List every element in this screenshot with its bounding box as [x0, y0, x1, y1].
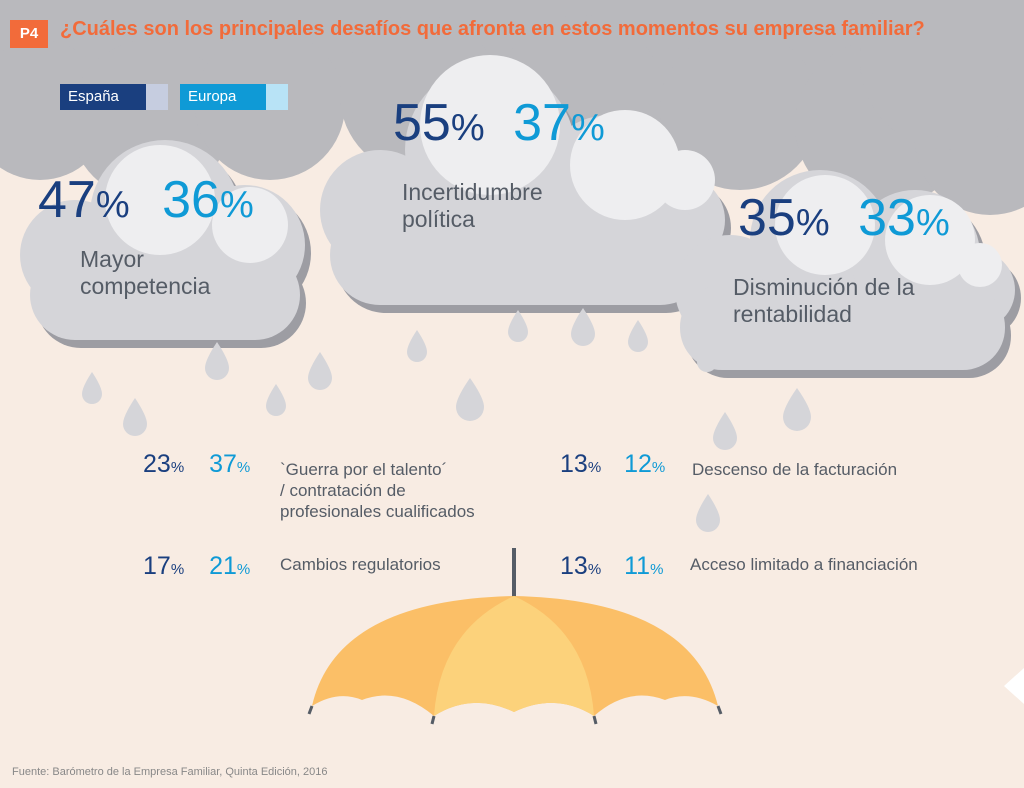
challenge-4-europa-value: 37%: [209, 450, 251, 478]
legend-europa: Europa: [180, 84, 288, 110]
challenge-7-label: Acceso limitado a financiación: [690, 555, 918, 574]
legend-europa-label: Europa: [188, 88, 237, 105]
legend-espana: España: [60, 84, 168, 110]
challenge-5-label: Descenso de la facturación: [692, 460, 898, 479]
challenge-7-espana-value: 13%: [560, 552, 602, 580]
cloud-disminucion-rentabilidad: [675, 170, 1021, 378]
challenge-6-europa-value: 21%: [209, 552, 251, 580]
challenge-5-europa-value: 12%: [624, 450, 666, 478]
challenge-6-espana-value: 17%: [143, 552, 185, 580]
challenge-1-values: 47% 36%: [38, 172, 254, 233]
challenge-3-label: Disminución de la rentabilidad: [733, 274, 915, 327]
edge-marker: [1004, 668, 1024, 704]
challenge-1-espana-value: 47%: [38, 171, 130, 229]
question-badge: P4: [10, 20, 48, 48]
challenge-3-espana-value: 35%: [738, 189, 830, 247]
challenge-4-values: 23% 37%: [143, 449, 250, 483]
source-note: Fuente: Barómetro de la Empresa Familiar…: [12, 766, 328, 778]
question-title: ¿Cuáles son los principales desafíos que…: [60, 18, 925, 40]
cloud-incertidumbre-politica: [320, 55, 731, 313]
legend-espana-swatch: [146, 84, 168, 110]
challenge-7-values: 13% 11%: [560, 551, 663, 585]
challenge-7-europa-value: 11%: [624, 552, 664, 580]
challenge-6-label: Cambios regulatorios: [280, 555, 441, 574]
cloud-mayor-competencia: [20, 140, 311, 348]
challenge-2-europa-value: 37%: [513, 94, 605, 152]
rain-drops: [82, 308, 964, 532]
challenge-2-espana-value: 55%: [393, 94, 485, 152]
challenge-3-europa-value: 33%: [858, 189, 950, 247]
umbrella: [307, 548, 723, 725]
legend-europa-swatch: [266, 84, 288, 110]
challenge-6-values: 17% 21%: [143, 551, 250, 585]
challenge-5-espana-value: 13%: [560, 450, 602, 478]
legend-espana-label: España: [68, 88, 119, 105]
challenge-2-label: Incertidumbre política: [402, 179, 543, 232]
challenge-3-values: 35% 33%: [738, 190, 950, 251]
challenge-1-europa-value: 36%: [162, 171, 254, 229]
challenge-4-label: `Guerra por el talento´ / contratación d…: [280, 460, 475, 521]
challenge-2-values: 55% 37%: [393, 95, 605, 156]
challenge-5-values: 13% 12%: [560, 449, 665, 483]
challenge-4-espana-value: 23%: [143, 450, 185, 478]
challenge-1-label: Mayor competencia: [80, 246, 211, 299]
